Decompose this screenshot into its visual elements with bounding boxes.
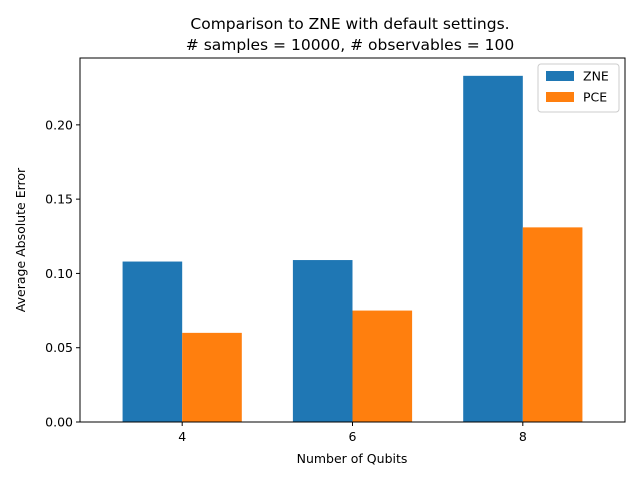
y-axis-label: Average Absolute Error [13,167,28,312]
x-tick-label: 8 [519,429,527,444]
bar-pce-4 [182,332,242,422]
legend-label-zne: ZNE [583,69,609,84]
y-tick-label: 0.20 [45,117,73,132]
chart-subtitle: # samples = 10000, # observables = 100 [186,36,514,54]
plot-frame [79,57,626,423]
legend-label-pce: PCE [583,90,607,105]
x-axis-label: Number of Qubits [297,451,408,466]
x-axis-ticks: 4 6 8 [178,422,527,444]
legend-swatch-zne [546,71,574,81]
bar-zne-8 [463,75,523,422]
chart-title: Comparison to ZNE with default settings. [190,15,509,33]
bar-zne-4 [122,261,183,422]
bars-group [122,75,583,422]
y-tick-label: 0.10 [45,266,73,281]
x-tick-label: 4 [178,429,186,444]
bar-pce-6 [352,310,413,422]
bar-zne-6 [292,260,353,422]
legend: ZNE PCE [537,63,620,113]
y-tick-label: 0.05 [45,340,73,355]
y-axis-ticks: 0.00 0.05 0.10 0.15 0.20 [45,117,80,430]
bar-pce-8 [522,227,583,422]
y-tick-label: 0.15 [45,192,73,207]
legend-swatch-pce [546,92,574,102]
y-tick-label: 0.00 [45,415,73,430]
x-tick-label: 6 [349,429,357,444]
